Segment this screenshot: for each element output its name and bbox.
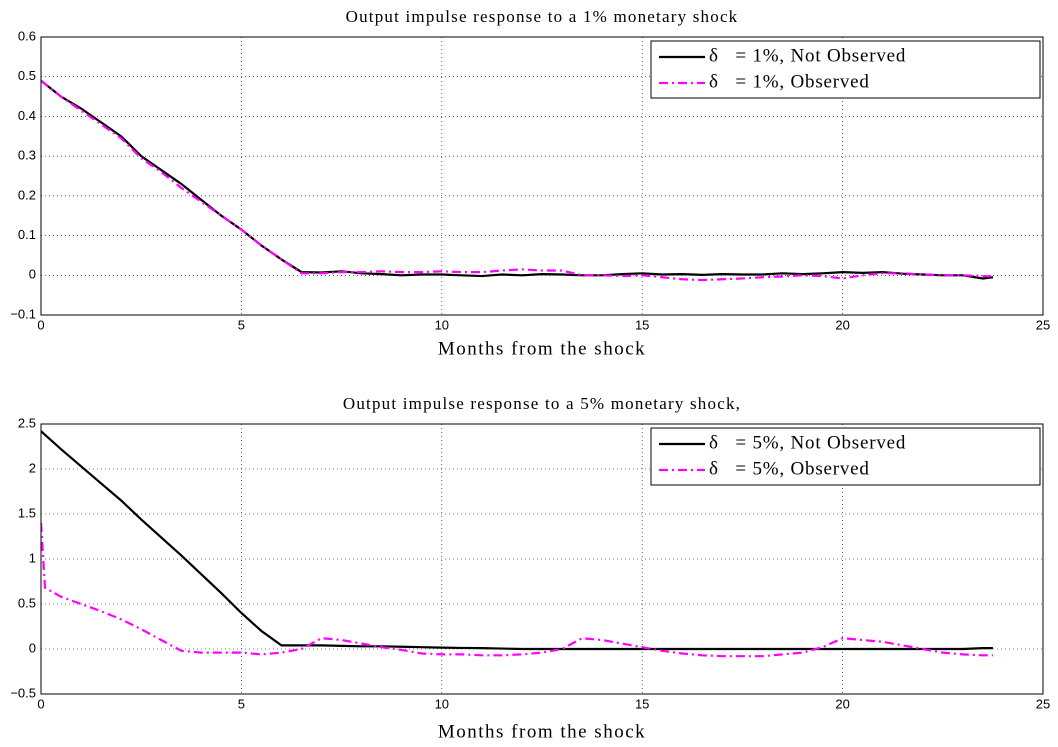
legend-box: [650, 40, 1041, 99]
chart-title: Output impulse response to a 5% monetary…: [343, 394, 741, 413]
y-tick-label: 2: [29, 460, 36, 475]
y-tick-label: 1.5: [18, 505, 36, 520]
x-tick-label: 5: [238, 317, 245, 332]
plot-frame: [40, 423, 1044, 695]
plot-frame: [40, 36, 1044, 316]
series-line: [41, 522, 993, 658]
y-tick-label: 0.6: [18, 28, 36, 43]
legend-label: δ = 5%, Observed: [709, 458, 870, 479]
x-tick-label: 15: [635, 696, 649, 711]
y-tick-label: 0.5: [18, 68, 36, 83]
series-line: [41, 79, 994, 280]
y-tick-label: 1: [29, 550, 36, 565]
y-tick-label: 0.5: [18, 595, 36, 610]
x-tick-label: 10: [435, 317, 449, 332]
chart-title: Output impulse response to a 1% monetary…: [346, 7, 739, 26]
y-tick-label: 0.2: [18, 187, 36, 202]
x-tick-label: 0: [37, 696, 44, 711]
y-tick-label: 0.4: [18, 108, 36, 123]
y-tick-label: −0.5: [10, 685, 36, 700]
y-tick-label: 0.3: [18, 148, 36, 163]
x-tick-label: 0: [37, 317, 44, 332]
x-tick-label: 15: [635, 317, 649, 332]
x-tick-label: 20: [835, 317, 849, 332]
y-tick-label: −0.1: [10, 306, 36, 321]
legend-label: δ = 1%, Observed: [709, 71, 870, 92]
x-axis-label: Months from the shock: [438, 721, 646, 742]
x-tick-label: 10: [435, 696, 449, 711]
y-tick-label: 0.1: [18, 227, 36, 242]
y-tick-label: 2.5: [18, 415, 36, 430]
x-tick-label: 5: [238, 696, 245, 711]
x-tick-label: 25: [1036, 317, 1050, 332]
y-tick-label: 0: [29, 640, 36, 655]
series-line: [41, 79, 993, 282]
legend-label: δ = 1%, Not Observed: [709, 45, 906, 66]
legend-box: [650, 427, 1041, 486]
series-line: [41, 430, 993, 651]
legend-label: δ = 5%, Not Observed: [709, 432, 906, 453]
y-tick-label: 0: [29, 267, 36, 282]
x-tick-label: 20: [835, 696, 849, 711]
x-axis-label: Months from the shock: [438, 338, 646, 359]
x-tick-label: 25: [1036, 696, 1050, 711]
